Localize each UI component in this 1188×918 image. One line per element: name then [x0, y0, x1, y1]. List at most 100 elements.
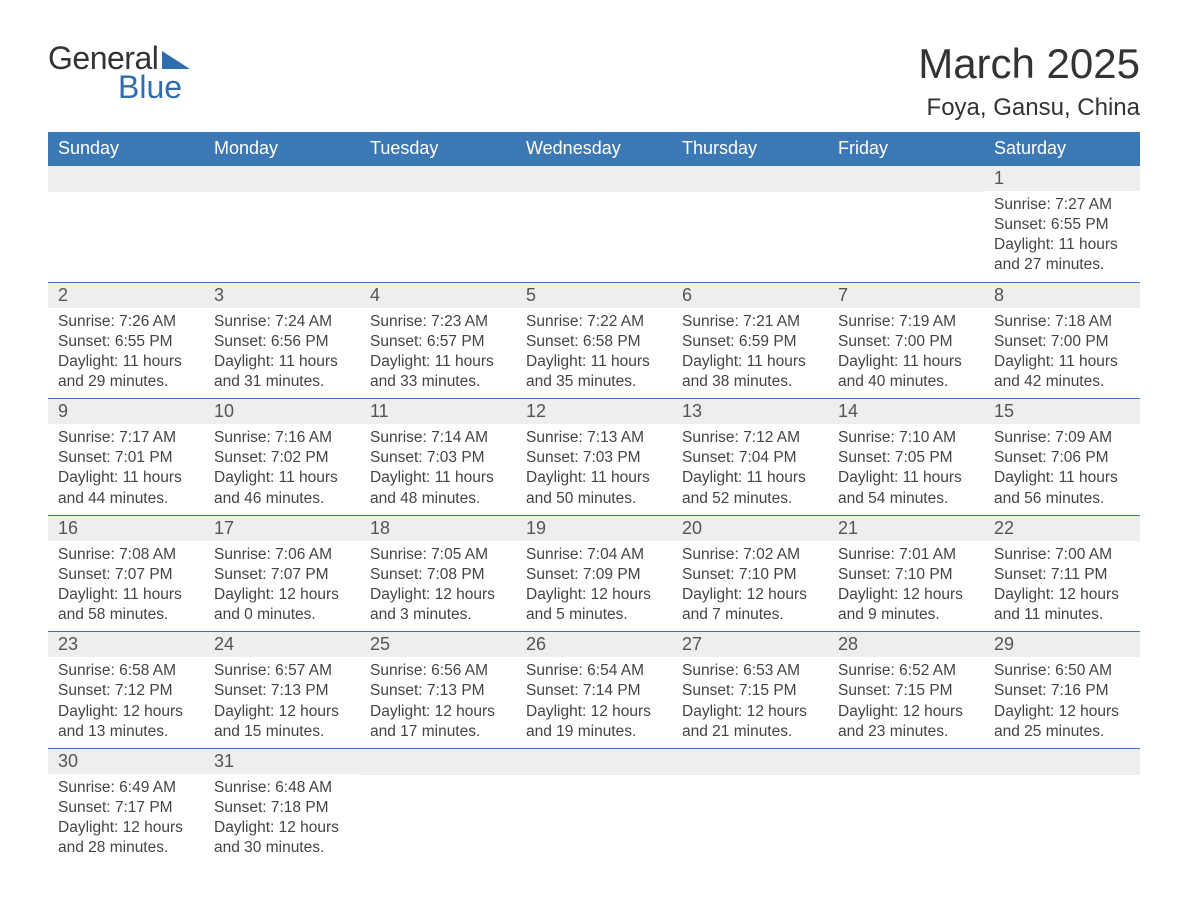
day-number: 17	[204, 516, 360, 541]
calendar-day-cell: 3Sunrise: 7:24 AMSunset: 6:56 PMDaylight…	[204, 282, 360, 399]
day-number	[360, 166, 516, 192]
day-number: 31	[204, 749, 360, 774]
sunrise-line: Sunrise: 7:00 AM	[994, 545, 1130, 565]
sunrise-line: Sunrise: 7:17 AM	[58, 428, 194, 448]
sunset-line: Sunset: 7:10 PM	[838, 565, 974, 585]
day-body: Sunrise: 7:19 AMSunset: 7:00 PMDaylight:…	[828, 308, 984, 399]
day-body: Sunrise: 7:18 AMSunset: 7:00 PMDaylight:…	[984, 308, 1140, 399]
day-number	[672, 749, 828, 775]
calendar-empty-cell	[828, 166, 984, 283]
sunrise-line: Sunrise: 7:16 AM	[214, 428, 350, 448]
calendar-day-cell: 4Sunrise: 7:23 AMSunset: 6:57 PMDaylight…	[360, 282, 516, 399]
day-body: Sunrise: 7:10 AMSunset: 7:05 PMDaylight:…	[828, 424, 984, 515]
day-body	[360, 775, 516, 853]
day-body	[672, 192, 828, 270]
daylight-line: Daylight: 11 hours and 48 minutes.	[370, 468, 506, 508]
sunset-line: Sunset: 7:00 PM	[994, 332, 1130, 352]
day-body: Sunrise: 7:13 AMSunset: 7:03 PMDaylight:…	[516, 424, 672, 515]
calendar-day-cell: 13Sunrise: 7:12 AMSunset: 7:04 PMDayligh…	[672, 399, 828, 516]
daylight-line: Daylight: 11 hours and 31 minutes.	[214, 352, 350, 392]
calendar-day-cell: 17Sunrise: 7:06 AMSunset: 7:07 PMDayligh…	[204, 515, 360, 632]
day-number: 21	[828, 516, 984, 541]
day-number: 10	[204, 399, 360, 424]
daylight-line: Daylight: 11 hours and 46 minutes.	[214, 468, 350, 508]
daylight-line: Daylight: 11 hours and 38 minutes.	[682, 352, 818, 392]
weekday-header-row: SundayMondayTuesdayWednesdayThursdayFrid…	[48, 132, 1140, 166]
day-number: 28	[828, 632, 984, 657]
day-number: 26	[516, 632, 672, 657]
day-body: Sunrise: 6:49 AMSunset: 7:17 PMDaylight:…	[48, 774, 204, 865]
calendar-empty-cell	[984, 748, 1140, 864]
sunset-line: Sunset: 7:16 PM	[994, 681, 1130, 701]
sunrise-line: Sunrise: 7:21 AM	[682, 312, 818, 332]
sunrise-line: Sunrise: 7:01 AM	[838, 545, 974, 565]
sunset-line: Sunset: 7:03 PM	[370, 448, 506, 468]
daylight-line: Daylight: 11 hours and 40 minutes.	[838, 352, 974, 392]
day-number: 4	[360, 283, 516, 308]
day-body: Sunrise: 6:57 AMSunset: 7:13 PMDaylight:…	[204, 657, 360, 748]
day-number	[672, 166, 828, 192]
day-number: 16	[48, 516, 204, 541]
day-body: Sunrise: 7:17 AMSunset: 7:01 PMDaylight:…	[48, 424, 204, 515]
sunset-line: Sunset: 7:05 PM	[838, 448, 974, 468]
day-number	[828, 166, 984, 192]
sunrise-line: Sunrise: 6:50 AM	[994, 661, 1130, 681]
sunset-line: Sunset: 7:15 PM	[838, 681, 974, 701]
sunrise-line: Sunrise: 7:12 AM	[682, 428, 818, 448]
day-body: Sunrise: 7:16 AMSunset: 7:02 PMDaylight:…	[204, 424, 360, 515]
day-body	[828, 775, 984, 853]
sunrise-line: Sunrise: 7:27 AM	[994, 195, 1130, 215]
calendar-day-cell: 18Sunrise: 7:05 AMSunset: 7:08 PMDayligh…	[360, 515, 516, 632]
sunrise-line: Sunrise: 7:23 AM	[370, 312, 506, 332]
day-number: 6	[672, 283, 828, 308]
daylight-line: Daylight: 12 hours and 9 minutes.	[838, 585, 974, 625]
weekday-header: Saturday	[984, 132, 1140, 166]
calendar-empty-cell	[360, 166, 516, 283]
calendar-day-cell: 26Sunrise: 6:54 AMSunset: 7:14 PMDayligh…	[516, 632, 672, 749]
sunrise-line: Sunrise: 7:14 AM	[370, 428, 506, 448]
daylight-line: Daylight: 12 hours and 30 minutes.	[214, 818, 350, 858]
sunrise-line: Sunrise: 7:26 AM	[58, 312, 194, 332]
daylight-line: Daylight: 11 hours and 52 minutes.	[682, 468, 818, 508]
day-body: Sunrise: 7:22 AMSunset: 6:58 PMDaylight:…	[516, 308, 672, 399]
sunset-line: Sunset: 7:03 PM	[526, 448, 662, 468]
weekday-header: Tuesday	[360, 132, 516, 166]
day-number: 9	[48, 399, 204, 424]
weekday-header: Sunday	[48, 132, 204, 166]
sunrise-line: Sunrise: 7:24 AM	[214, 312, 350, 332]
day-body	[984, 775, 1140, 853]
day-body: Sunrise: 6:48 AMSunset: 7:18 PMDaylight:…	[204, 774, 360, 865]
daylight-line: Daylight: 11 hours and 29 minutes.	[58, 352, 194, 392]
sunset-line: Sunset: 7:18 PM	[214, 798, 350, 818]
day-body: Sunrise: 7:21 AMSunset: 6:59 PMDaylight:…	[672, 308, 828, 399]
daylight-line: Daylight: 11 hours and 35 minutes.	[526, 352, 662, 392]
calendar-day-cell: 20Sunrise: 7:02 AMSunset: 7:10 PMDayligh…	[672, 515, 828, 632]
calendar-day-cell: 7Sunrise: 7:19 AMSunset: 7:00 PMDaylight…	[828, 282, 984, 399]
daylight-line: Daylight: 11 hours and 58 minutes.	[58, 585, 194, 625]
sunset-line: Sunset: 7:02 PM	[214, 448, 350, 468]
day-number	[516, 749, 672, 775]
sunset-line: Sunset: 7:07 PM	[58, 565, 194, 585]
sunrise-line: Sunrise: 6:57 AM	[214, 661, 350, 681]
weekday-header: Monday	[204, 132, 360, 166]
day-body: Sunrise: 7:06 AMSunset: 7:07 PMDaylight:…	[204, 541, 360, 632]
day-number	[204, 166, 360, 192]
day-body: Sunrise: 7:24 AMSunset: 6:56 PMDaylight:…	[204, 308, 360, 399]
day-number: 3	[204, 283, 360, 308]
day-number: 15	[984, 399, 1140, 424]
daylight-line: Daylight: 12 hours and 7 minutes.	[682, 585, 818, 625]
sunrise-line: Sunrise: 7:04 AM	[526, 545, 662, 565]
day-body: Sunrise: 7:12 AMSunset: 7:04 PMDaylight:…	[672, 424, 828, 515]
calendar-day-cell: 30Sunrise: 6:49 AMSunset: 7:17 PMDayligh…	[48, 748, 204, 864]
sunset-line: Sunset: 7:13 PM	[214, 681, 350, 701]
day-number: 12	[516, 399, 672, 424]
brand-logo: General Blue	[48, 40, 190, 106]
calendar-empty-cell	[516, 748, 672, 864]
sunset-line: Sunset: 6:58 PM	[526, 332, 662, 352]
daylight-line: Daylight: 12 hours and 28 minutes.	[58, 818, 194, 858]
daylight-line: Daylight: 11 hours and 56 minutes.	[994, 468, 1130, 508]
day-number: 24	[204, 632, 360, 657]
sunrise-line: Sunrise: 7:19 AM	[838, 312, 974, 332]
day-body: Sunrise: 7:02 AMSunset: 7:10 PMDaylight:…	[672, 541, 828, 632]
day-body: Sunrise: 6:54 AMSunset: 7:14 PMDaylight:…	[516, 657, 672, 748]
